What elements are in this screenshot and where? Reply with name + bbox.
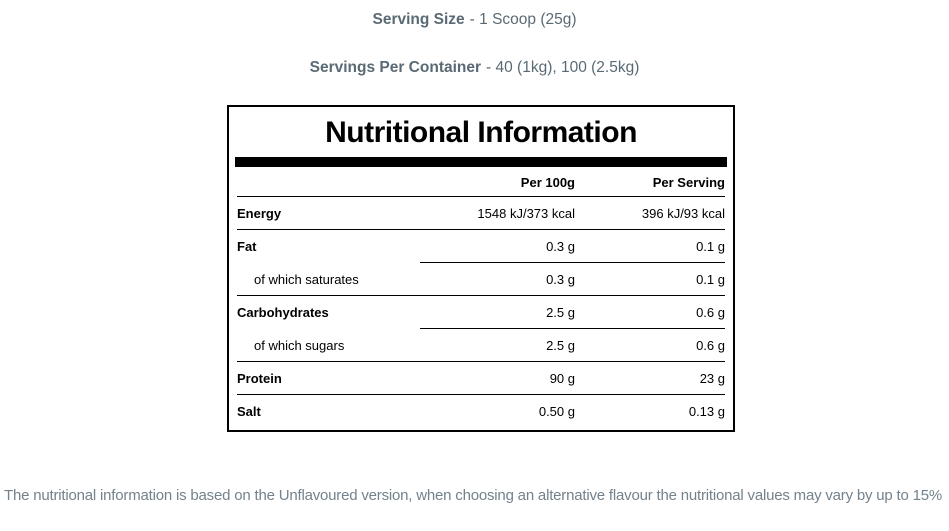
row-value-per-serving: 0.1 g <box>696 239 725 254</box>
table-body: Energy 1548 kJ/373 kcal 396 kJ/93 kcal Fat 0… <box>229 197 733 428</box>
nutrition-table: Nutritional Information Per 100g Per Ser… <box>227 105 735 432</box>
row-label: of which saturates <box>254 272 359 287</box>
row-label: of which sugars <box>254 338 345 353</box>
row-value-per-serving: 0.1 g <box>696 272 725 287</box>
row-value-per-100g: 2.5 g <box>546 338 575 353</box>
row-value-per-100g: 1548 kJ/373 kcal <box>477 206 575 221</box>
footnote-text: The nutritional information is based on … <box>4 487 943 504</box>
row-label: Carbohydrates <box>237 305 329 320</box>
row-value-per-serving: 23 g <box>699 371 725 386</box>
row-value-per-serving: 0.13 g <box>688 404 725 419</box>
row-label: Protein <box>237 371 282 386</box>
row-value-per-100g: 0.50 g <box>538 404 575 419</box>
row-label: Energy <box>237 206 282 221</box>
column-header-per-100g: Per 100g <box>520 174 575 190</box>
row-value-per-serving: 0.6 g <box>696 338 725 353</box>
table-row: Salt 0.50 g 0.13 g <box>229 395 733 428</box>
serving-size-value: - 1 Scoop (25g) <box>469 11 577 28</box>
table-row: Fat 0.3 g 0.1 g <box>229 230 733 263</box>
table-row: Energy 1548 kJ/373 kcal 396 kJ/93 kcal <box>229 197 733 230</box>
table-row: Protein 90 g 23 g <box>229 362 733 395</box>
row-value-per-serving: 396 kJ/93 kcal <box>641 206 725 221</box>
row-label: Salt <box>237 404 261 419</box>
row-value-per-100g: 0.3 g <box>546 272 575 287</box>
table-row: Carbohydrates 2.5 g 0.6 g <box>229 296 733 329</box>
row-value-per-serving: 0.6 g <box>696 305 725 320</box>
divider-bar <box>235 157 727 167</box>
row-value-per-100g: 2.5 g <box>546 305 575 320</box>
row-value-per-100g: 0.3 g <box>546 239 575 254</box>
row-value-per-100g: 90 g <box>549 371 575 386</box>
row-label: Fat <box>237 239 257 254</box>
column-header-per-serving: Per Serving <box>652 174 725 190</box>
servings-per-container-value: - 40 (1kg), 100 (2.5kg) <box>486 59 640 76</box>
table-row: of which sugars 2.5 g 0.6 g <box>229 329 733 362</box>
servings-per-container-line: Servings Per Container - 40 (1kg), 100 (2… <box>0 59 949 77</box>
table-header-row: Per 100g Per Serving <box>229 167 733 197</box>
servings-per-container-label: Servings Per Container <box>309 59 482 76</box>
serving-size-line: Serving Size - 1 Scoop (25g) <box>0 11 949 29</box>
table-row: of which saturates 0.3 g 0.1 g <box>229 263 733 296</box>
table-title: Nutritional Information <box>325 116 637 149</box>
serving-size-label: Serving Size <box>372 11 465 28</box>
